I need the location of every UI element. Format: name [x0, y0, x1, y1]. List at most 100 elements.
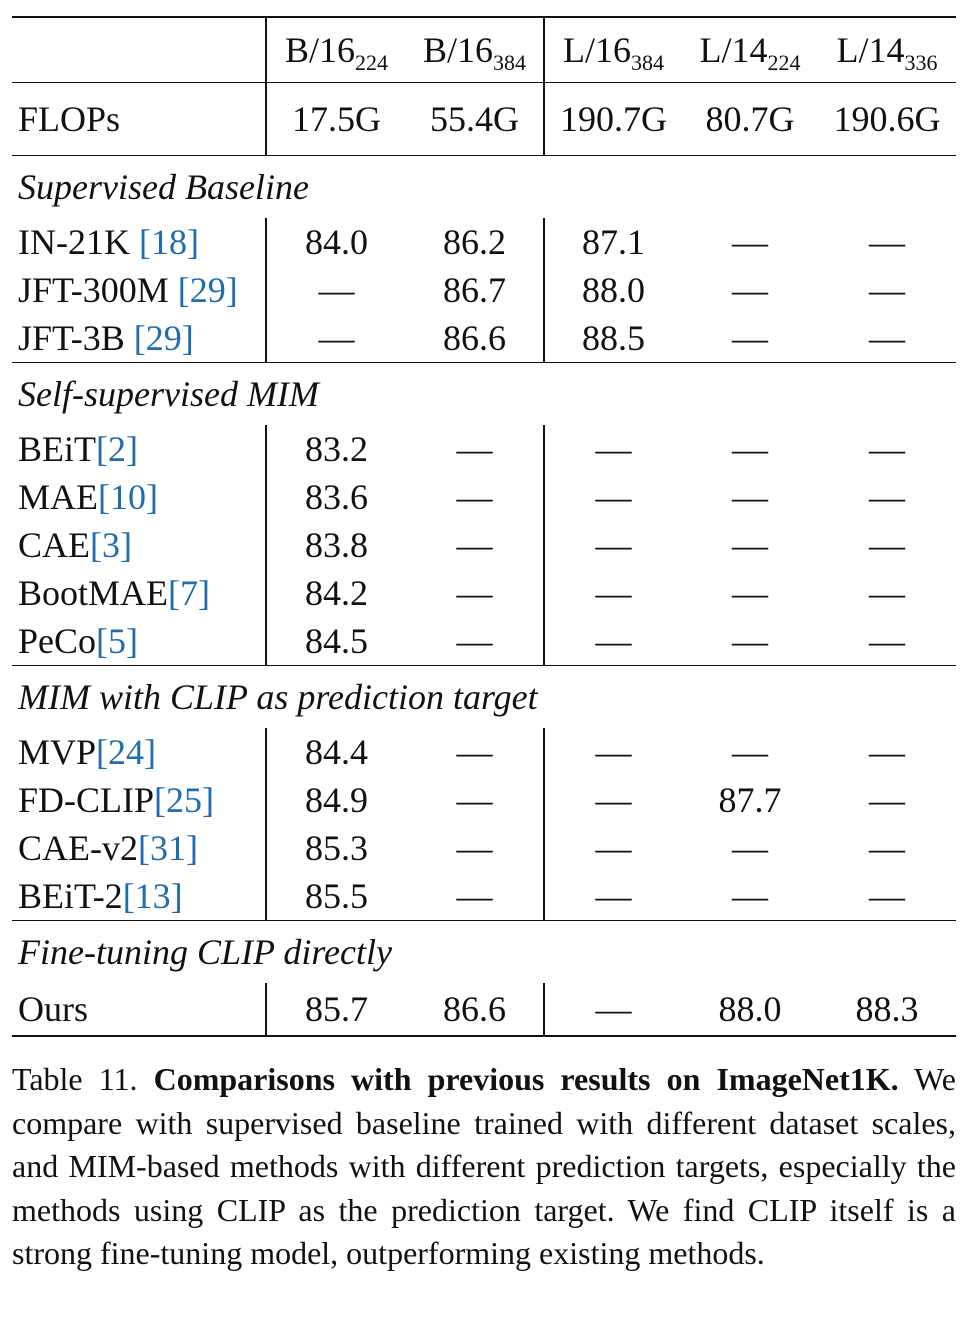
method-name: MAE	[18, 477, 98, 517]
value-cell: —	[456, 573, 493, 613]
table-row: BEiT[2] 83.2— — — —	[12, 425, 956, 473]
value-cell: —	[456, 828, 493, 868]
method-name: CAE-v2	[18, 828, 138, 868]
column-header-resolution: 384	[493, 50, 526, 75]
value-cell: —	[543, 473, 682, 521]
table-row: FD-CLIP[25] 84.9— —87.7—	[12, 776, 956, 824]
table-caption: Table 11. Comparisons with previous resu…	[12, 1058, 956, 1276]
column-header-resolution: 384	[631, 50, 664, 75]
column-header-resolution: 224	[355, 50, 388, 75]
column-header: L/14224	[682, 16, 818, 83]
table-row: Ours 85.7 86.6—88.0 88.3	[12, 983, 956, 1037]
value-cell: 88.0	[543, 266, 682, 314]
method-cell: BootMAE[7]	[12, 569, 266, 617]
method-cell: MAE[10]	[12, 473, 266, 521]
value-cell: 86.6	[406, 983, 544, 1037]
value-cell: —	[456, 876, 493, 916]
column-header-model: B/16	[284, 30, 355, 70]
citation-link[interactable]: [18]	[138, 222, 199, 262]
value-cell: —	[732, 525, 768, 565]
method-cell: JFT-3B [29]	[12, 314, 266, 363]
method-name: JFT-300M	[18, 270, 178, 310]
table-row: BEiT-2[13] 85.5 — — — —	[12, 872, 956, 921]
column-header-model: L/14	[836, 30, 905, 70]
value-cell: 85.5	[265, 872, 406, 921]
method-name: BEiT-2	[18, 876, 123, 916]
value-cell: —	[869, 429, 905, 469]
value-cell: 87.1	[543, 218, 682, 266]
value-cell: 86.6	[443, 318, 506, 358]
method-name: PeCo	[18, 621, 97, 661]
flops-cell: 17.5G	[265, 82, 406, 156]
value-cell: 86.2	[443, 222, 506, 262]
section-title: Supervised Baseline	[12, 155, 956, 218]
flops-cell: 190.7G	[543, 82, 682, 156]
value-cell: —	[732, 876, 768, 916]
method-cell: FD-CLIP[25]	[12, 776, 266, 824]
value-cell: 84.4	[265, 728, 406, 776]
value-cell: —	[543, 824, 682, 872]
value-cell: —	[456, 525, 493, 565]
citation-link[interactable]: [5]	[96, 621, 138, 661]
citation-link[interactable]: [10]	[98, 477, 158, 517]
method-name: MVP	[18, 732, 97, 772]
citation-link[interactable]: [24]	[96, 732, 157, 772]
table-row: JFT-300M [29] —86.7 88.0— —	[12, 266, 956, 314]
header-corner	[12, 16, 266, 83]
value-cell: —	[869, 525, 905, 565]
value-cell: —	[869, 222, 905, 262]
value-cell: —	[732, 828, 768, 868]
value-cell: —	[456, 732, 493, 772]
citation-link[interactable]: [7]	[168, 573, 210, 613]
value-cell: —	[732, 477, 768, 517]
value-cell: —	[732, 621, 768, 661]
citation-link[interactable]: [2]	[96, 429, 138, 469]
method-cell: IN-21K [18]	[12, 218, 266, 266]
value-cell: —	[456, 429, 493, 469]
method-cell: PeCo[5]	[12, 617, 266, 666]
value-cell: 83.6	[265, 473, 406, 521]
method-cell: CAE-v2[31]	[12, 824, 266, 872]
citation-link[interactable]: [29]	[133, 318, 194, 358]
method-name: BootMAE	[18, 573, 169, 613]
table-row: CAE[3] 83.8— — — —	[12, 521, 956, 569]
value-cell: —	[869, 828, 905, 868]
section-title: MIM with CLIP as prediction target	[12, 665, 956, 728]
method-cell: JFT-300M [29]	[12, 266, 266, 314]
section-header-row: MIM with CLIP as prediction target	[12, 665, 956, 728]
value-cell: —	[543, 617, 682, 666]
section-header-row: Fine-tuning CLIP directly	[12, 920, 956, 983]
citation-link[interactable]: [3]	[90, 525, 132, 565]
table-row: BootMAE[7] 84.2— — — —	[12, 569, 956, 617]
header-row: B/16224 B/16384 L/16384 L/14224 L/14336	[12, 16, 956, 83]
value-cell: —	[869, 876, 905, 916]
value-cell: —	[543, 983, 682, 1037]
results-table-body: B/16224 B/16384 L/16384 L/14224 L/14336 FLOPs…	[12, 16, 956, 1037]
column-header-model: L/14	[699, 30, 768, 70]
citation-link[interactable]: [29]	[177, 270, 238, 310]
results-table-container: B/16224 B/16384 L/16384 L/14224 L/14336 FLOPs…	[12, 16, 956, 1037]
method-name: FD-CLIP	[18, 780, 155, 820]
value-cell: 84.0	[265, 218, 406, 266]
value-cell: 85.7	[265, 983, 406, 1037]
value-cell: —	[456, 477, 493, 517]
section-header-row: Self-supervised MIM	[12, 362, 956, 425]
citation-link[interactable]: [13]	[122, 876, 183, 916]
value-cell: —	[265, 314, 406, 363]
value-cell: —	[543, 872, 682, 921]
value-cell: 84.9	[265, 776, 406, 824]
citation-link[interactable]: [25]	[154, 780, 215, 820]
table-row: MVP[24] 84.4— — — —	[12, 728, 956, 776]
method-name: IN-21K	[18, 222, 139, 262]
value-cell: —	[869, 621, 905, 661]
method-cell: Ours	[12, 983, 266, 1037]
method-cell: CAE[3]	[12, 521, 266, 569]
method-name: JFT-3B	[18, 318, 134, 358]
citation-link[interactable]: [31]	[138, 828, 198, 868]
value-cell: —	[732, 573, 768, 613]
value-cell: —	[732, 318, 768, 358]
column-header-resolution: 336	[904, 50, 938, 75]
section-header-row: Supervised Baseline	[12, 155, 956, 218]
flops-cell: 55.4G	[406, 82, 544, 156]
value-cell: —	[869, 270, 905, 310]
